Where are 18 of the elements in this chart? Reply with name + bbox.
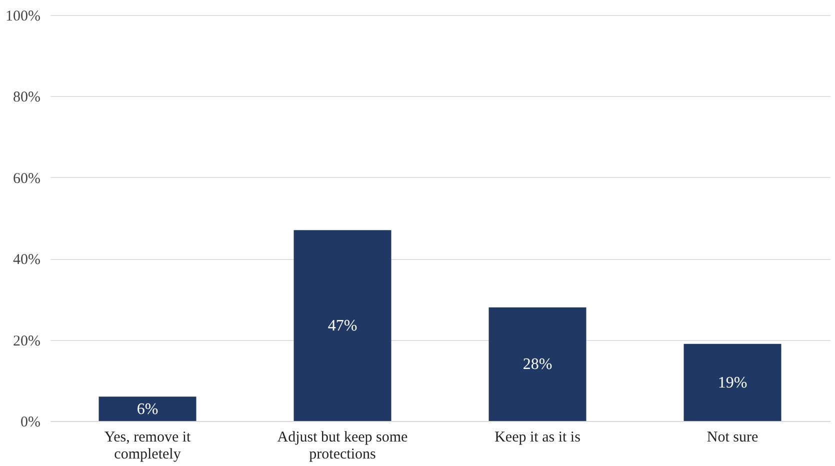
y-tick-label: 40% — [13, 252, 40, 268]
data-label: 6% — [136, 400, 158, 418]
x-tick-label: Yes, remove it completely — [104, 430, 192, 462]
x-tick-label: Keep it as it is — [494, 430, 581, 446]
data-label: 19% — [718, 374, 748, 392]
bar — [98, 396, 196, 421]
y-tick-label: 80% — [13, 90, 40, 106]
bar — [488, 307, 586, 421]
data-label: 47% — [328, 318, 358, 335]
y-tick-label: 60% — [13, 170, 40, 187]
x-tick-label: Adjust but keep some protections — [277, 430, 408, 462]
y-tick-label: 0% — [20, 414, 40, 430]
bar — [294, 230, 392, 421]
y-tick-label: 100% — [6, 8, 40, 24]
x-tick-label: Not sure — [706, 430, 758, 446]
y-tick-label: 20% — [13, 333, 40, 350]
data-label: 28% — [522, 356, 552, 374]
bar — [684, 344, 782, 421]
